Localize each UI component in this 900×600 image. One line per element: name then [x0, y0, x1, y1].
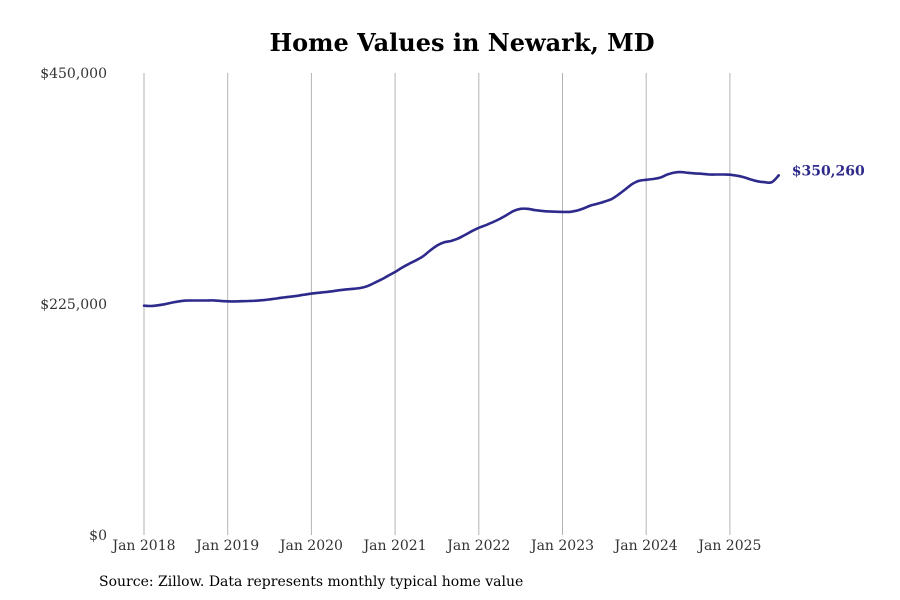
x-tick-label: Jan 2021	[362, 538, 427, 554]
x-tick-label: Jan 2020	[278, 538, 343, 554]
series-group	[142, 170, 780, 308]
x-tick-label: Jan 2022	[445, 538, 510, 554]
series-line-home-value	[142, 170, 780, 308]
y-axis-tick-labels: $0 $225,000 $450,000	[40, 66, 107, 544]
x-tick-label: Jan 2023	[529, 538, 594, 554]
x-tick-label: Jan 2019	[194, 538, 259, 554]
chart-title: Home Values in Newark, MD	[269, 28, 655, 57]
x-tick-label: Jan 2018	[110, 538, 175, 554]
y-tick-label: $0	[89, 528, 107, 544]
vertical-gridlines	[143, 73, 731, 535]
x-tick-label: Jan 2024	[613, 538, 678, 554]
y-tick-label: $450,000	[40, 66, 107, 82]
x-tick-label: Jan 2025	[696, 538, 761, 554]
x-axis-tick-labels: Jan 2018 Jan 2019 Jan 2020 Jan 2021 Jan 2022…	[110, 538, 761, 554]
source-note: Source: Zillow. Data represents monthly …	[99, 574, 524, 590]
y-tick-label: $225,000	[40, 297, 107, 313]
end-value-label: $350,260	[792, 163, 865, 179]
